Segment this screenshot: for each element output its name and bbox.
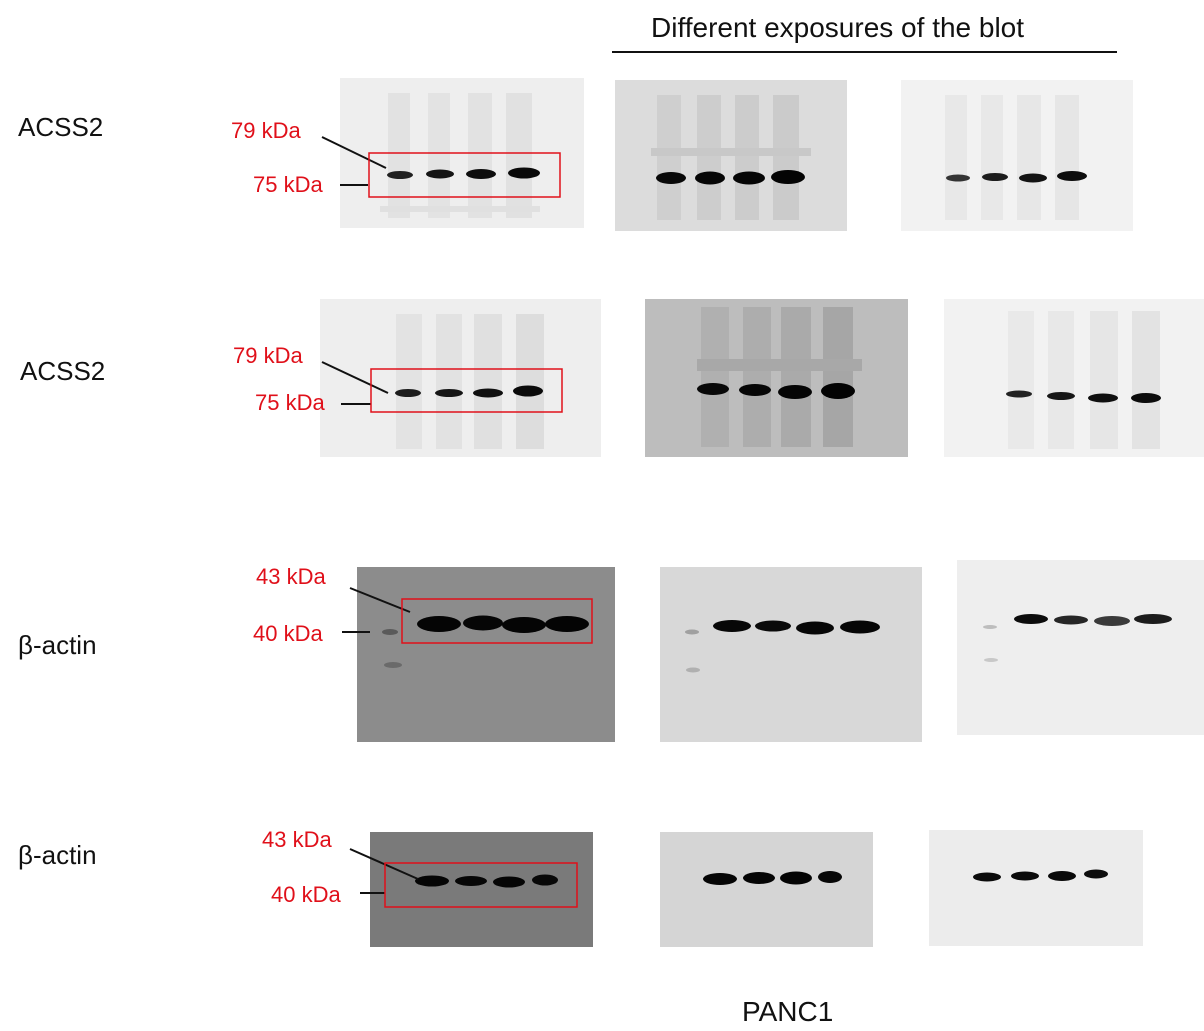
marker-leaders-row3	[342, 587, 593, 644]
exposures-bracket-line	[612, 51, 1117, 53]
marker-leaders-row4	[349, 848, 578, 908]
blot-acss2-2-exposure-3	[944, 299, 1204, 457]
row-label-acss2-2: ACSS2	[20, 356, 106, 386]
blot-bactin-2-exposure-2	[660, 832, 873, 947]
row-label-bactin-2: β-actin	[18, 840, 97, 870]
blot-acss2-2-exposure-1	[320, 299, 601, 457]
blot-acss2-1-exposure-3	[901, 80, 1133, 231]
band-highlight-box-row1	[368, 152, 561, 198]
cell-line-label: PANC1	[742, 996, 834, 1027]
marker-79kda-row1: 79 kDa	[231, 118, 301, 143]
row-label-acss2-1: ACSS2	[18, 112, 104, 142]
marker-43kda-row3: 43 kDa	[256, 564, 326, 589]
band-highlight-box-row2	[370, 368, 563, 413]
exposures-title: Different exposures of the blot	[651, 12, 1025, 43]
marker-79kda-row2: 79 kDa	[233, 343, 303, 368]
marker-40kda-row3: 40 kDa	[253, 621, 323, 646]
marker-40kda-row4: 40 kDa	[271, 882, 341, 907]
band-highlight-box-row3	[401, 598, 593, 644]
band-highlight-box-row4	[384, 862, 578, 908]
blot-bactin-2-exposure-3	[929, 830, 1143, 946]
marker-75kda-row1: 75 kDa	[253, 172, 323, 197]
marker-leaders-row2	[321, 361, 563, 413]
row-label-bactin-1: β-actin	[18, 630, 97, 660]
marker-75kda-row2: 75 kDa	[255, 390, 325, 415]
blot-acss2-1-exposure-2	[615, 80, 847, 231]
marker-leaders-row1	[321, 136, 561, 198]
blot-acss2-2-exposure-2	[645, 299, 908, 457]
marker-43kda-row4: 43 kDa	[262, 827, 332, 852]
blot-bactin-2-exposure-1	[370, 832, 593, 947]
blot-bactin-1-exposure-3	[957, 560, 1204, 735]
blot-bactin-1-exposure-2	[660, 567, 922, 742]
blot-bactin-1-exposure-1	[357, 567, 615, 742]
